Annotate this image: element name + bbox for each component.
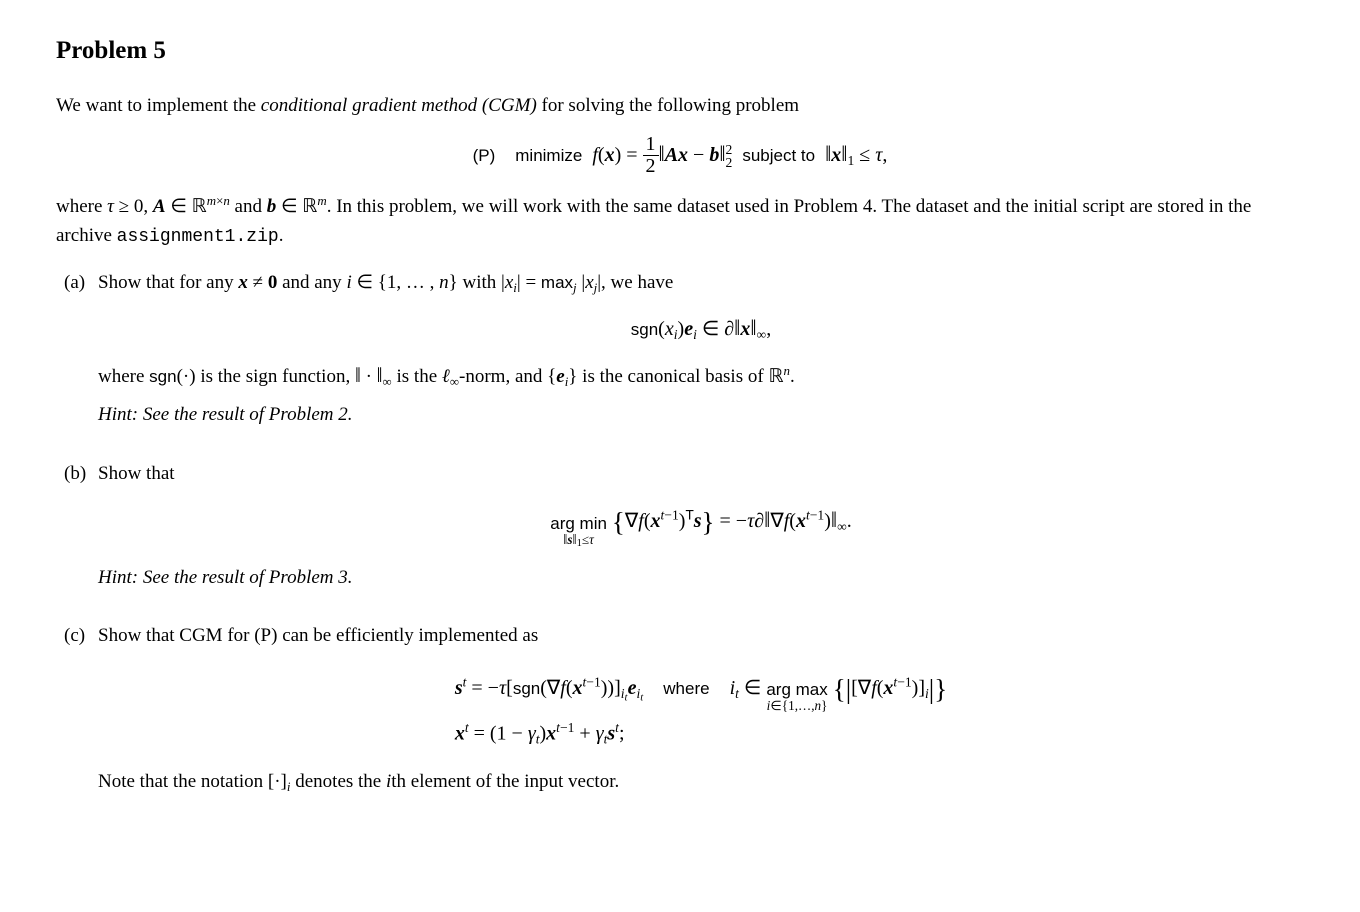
sgn-op-2: sgn (149, 367, 176, 386)
part-b: (b) Show that arg min ‖s‖1≤τ {∇f(xt−1)Ts… (56, 460, 1304, 602)
problem-title: Problem 5 (56, 32, 1304, 70)
eq-p-minimize: minimize (515, 146, 582, 165)
where-prefix: where (56, 196, 107, 217)
part-a-period: . (790, 366, 795, 387)
part-c-note-1: Note that the notation (98, 771, 268, 792)
part-a-expl-4: -norm, and (459, 366, 547, 387)
equation-p: (P) minimize f(x) = 12‖Ax − b‖22 subject… (56, 134, 1304, 177)
part-c-label: (c) (56, 622, 98, 806)
eq-p-subject: subject to (742, 146, 815, 165)
part-a-math-rn: ℝn (768, 366, 790, 387)
argmin-op: arg min (550, 515, 607, 533)
intro-italic: conditional gradient method (CGM) (261, 95, 537, 116)
intro-paragraph: We want to implement the conditional gra… (56, 92, 1304, 121)
part-a-math-3: |xi| = maxj |xj| (501, 272, 601, 293)
part-a-lead-3: with (458, 272, 501, 293)
sgn-op-1: sgn (631, 320, 658, 339)
argmax-under: i∈{1,…,n} (766, 699, 827, 713)
sgn-op-3: sgn (513, 678, 540, 697)
part-c-note-math: [·]i (268, 771, 291, 792)
part-c-row2: xt = (1 − γt)xt−1 + γtst; (455, 718, 947, 750)
part-a-math-linf: ℓ∞ (442, 366, 459, 387)
parts-list: (a) Show that for any x ≠ 0 and any i ∈ … (56, 269, 1304, 807)
eq-p-expr: f(x) = 12‖Ax − b‖22 (592, 144, 737, 166)
part-a-lead-4: , we have (601, 272, 673, 293)
part-a-label: (a) (56, 269, 98, 440)
archive-name: assignment1.zip (117, 227, 279, 247)
part-b-display: arg min ‖s‖1≤τ {∇f(xt−1)Ts} = −τ∂‖∇f(xt−… (98, 502, 1304, 549)
part-c-note-3: th element of the input vector. (391, 771, 619, 792)
part-c: (c) Show that CGM for (P) can be efficie… (56, 622, 1304, 806)
part-a-lead-2: and any (277, 272, 346, 293)
part-a-expl-5: is the canonical basis of (577, 366, 768, 387)
part-a-lead: Show that for any x ≠ 0 and any i ∈ {1, … (98, 269, 1304, 298)
part-a-math-norm: ‖ · ‖∞ (355, 366, 392, 387)
part-a-math-basis: {ei} (547, 366, 577, 387)
intro-prefix: We want to implement the (56, 95, 261, 116)
part-b-hint: Hint: See the result of Problem 3. (98, 564, 1304, 593)
where-math: τ ≥ 0, A ∈ ℝm×n and b ∈ ℝm (107, 196, 327, 217)
part-a-math-1: x ≠ 0 (238, 272, 277, 293)
argmax-op: arg max (766, 681, 827, 699)
part-a-hint: Hint: See the result of Problem 2. (98, 401, 1304, 430)
part-a-expl-2: is the sign function, (196, 366, 355, 387)
argmin-under: ‖s‖1≤τ (550, 533, 607, 550)
eq-p-constraint: ‖x‖1 ≤ τ, (825, 144, 887, 166)
part-a-expl-3: is the (392, 366, 442, 387)
eq-p-label: (P) (473, 146, 496, 165)
max-op: max (541, 273, 573, 292)
part-b-lead: Show that (98, 460, 1304, 489)
part-a-math-sgn: sgn(·) (149, 366, 195, 387)
where-paragraph: where τ ≥ 0, A ∈ ℝm×n and b ∈ ℝm. In thi… (56, 191, 1304, 251)
intro-suffix: for solving the following problem (537, 95, 799, 116)
part-a-explain: where sgn(·) is the sign function, ‖ · ‖… (98, 360, 1304, 392)
part-c-note: Note that the notation [·]i denotes the … (98, 768, 1304, 797)
where-period: . (279, 225, 284, 246)
part-c-note-2: denotes the (290, 771, 386, 792)
part-a-lead-1: Show that for any (98, 272, 238, 293)
part-c-lead: Show that CGM for (P) can be efficiently… (98, 622, 1304, 651)
part-a-math-2: i ∈ {1, … , n} (346, 272, 457, 293)
part-a-display: sgn(xi)ei ∈ ∂‖x‖∞, (98, 311, 1304, 345)
part-a-expl-1: where (98, 366, 149, 387)
part-b-label: (b) (56, 460, 98, 602)
part-c-where: where (663, 678, 709, 697)
part-c-row1: st = −τ[sgn(∇f(xt−1))]iteit where it ∈ a… (455, 669, 947, 714)
part-c-display: st = −τ[sgn(∇f(xt−1))]iteit where it ∈ a… (98, 665, 1304, 754)
part-a: (a) Show that for any x ≠ 0 and any i ∈ … (56, 269, 1304, 440)
